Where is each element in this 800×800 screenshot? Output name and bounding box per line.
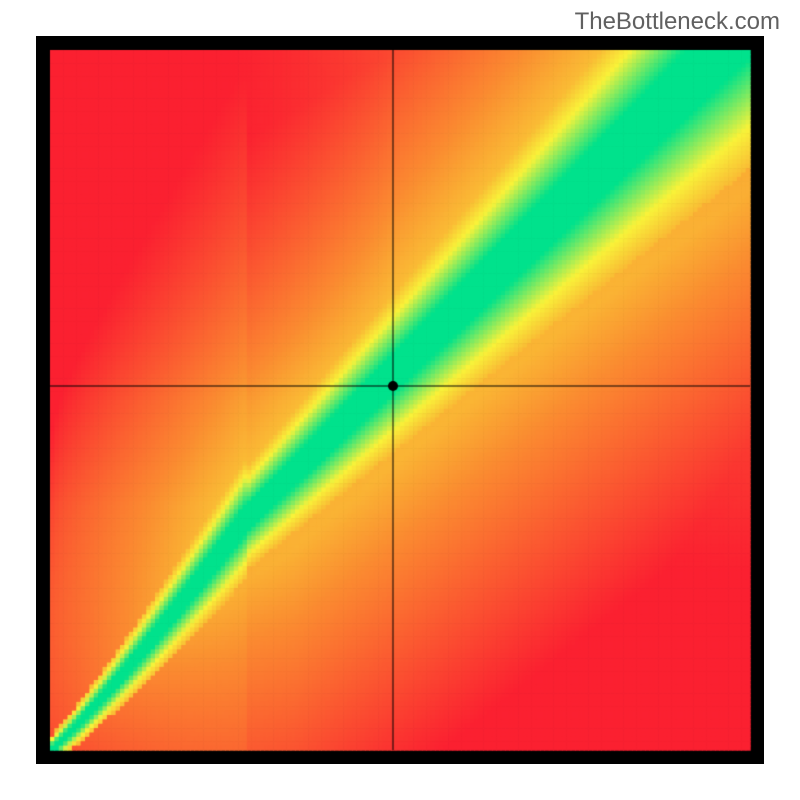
heatmap-canvas [36, 36, 764, 764]
attribution-text: TheBottleneck.com [575, 8, 780, 36]
chart-container: TheBottleneck.com [0, 0, 800, 800]
plot-frame [36, 36, 764, 764]
